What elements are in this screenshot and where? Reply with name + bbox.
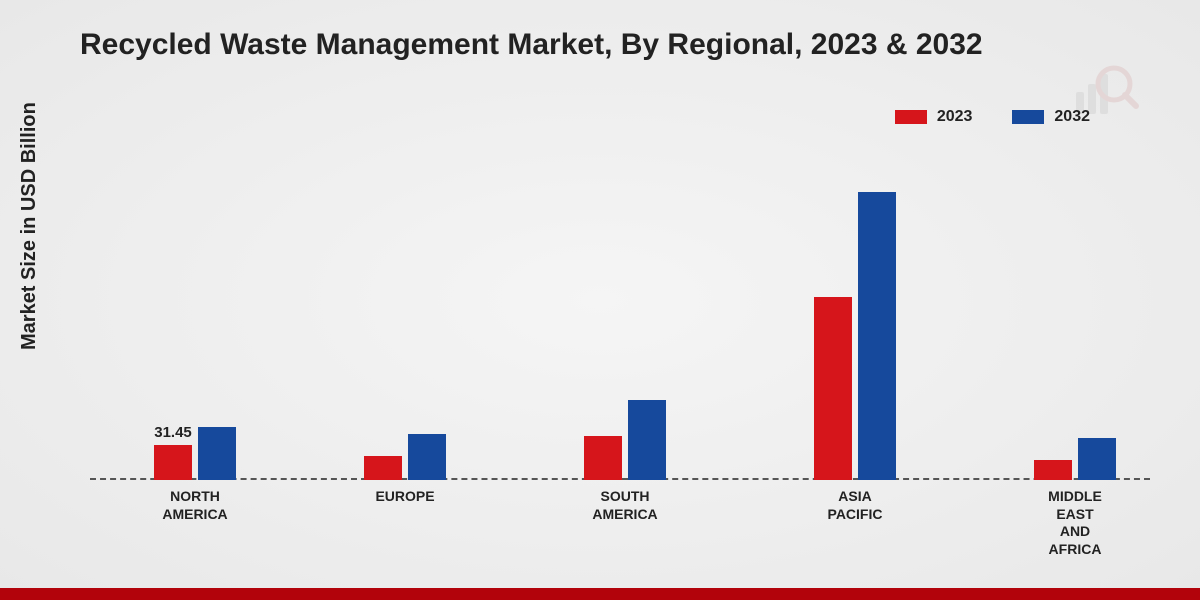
bar-2032 xyxy=(198,427,236,480)
bar-2023 xyxy=(364,456,402,480)
legend-label-2023: 2023 xyxy=(937,108,973,126)
bar-2023 xyxy=(814,297,852,480)
bar-2023 xyxy=(584,436,622,480)
legend-label-2032: 2032 xyxy=(1054,108,1090,126)
bar-2032 xyxy=(408,434,446,481)
y-axis-label: Market Size in USD Billion xyxy=(18,102,41,350)
category-label: MIDDLEEASTANDAFRICA xyxy=(1010,488,1140,558)
legend-swatch-2032 xyxy=(1012,110,1044,124)
category-labels: NORTHAMERICA EUROPE SOUTHAMERICA ASIAPACIFI… xyxy=(90,480,1150,560)
legend-item-2023: 2023 xyxy=(895,108,973,126)
category-label: SOUTHAMERICA xyxy=(560,488,690,523)
bar-2032 xyxy=(858,192,896,480)
bar-group xyxy=(340,434,470,481)
bar-group xyxy=(130,427,260,480)
footer-accent-bar xyxy=(0,588,1200,600)
legend-swatch-2023 xyxy=(895,110,927,124)
legend-item-2032: 2032 xyxy=(1012,108,1090,126)
category-label: EUROPE xyxy=(340,488,470,506)
bar-group xyxy=(790,192,920,480)
chart-title: Recycled Waste Management Market, By Reg… xyxy=(80,28,983,62)
category-label: NORTHAMERICA xyxy=(130,488,260,523)
category-label: ASIAPACIFIC xyxy=(790,488,920,523)
bar-2023 xyxy=(1034,460,1072,480)
legend: 2023 2032 xyxy=(895,108,1090,126)
chart-plot-area: 31.45 xyxy=(90,170,1150,480)
bar-group xyxy=(1010,438,1140,480)
bar-2023 xyxy=(154,445,192,480)
bar-2032 xyxy=(628,400,666,480)
bar-2032 xyxy=(1078,438,1116,480)
bar-group xyxy=(560,400,690,480)
